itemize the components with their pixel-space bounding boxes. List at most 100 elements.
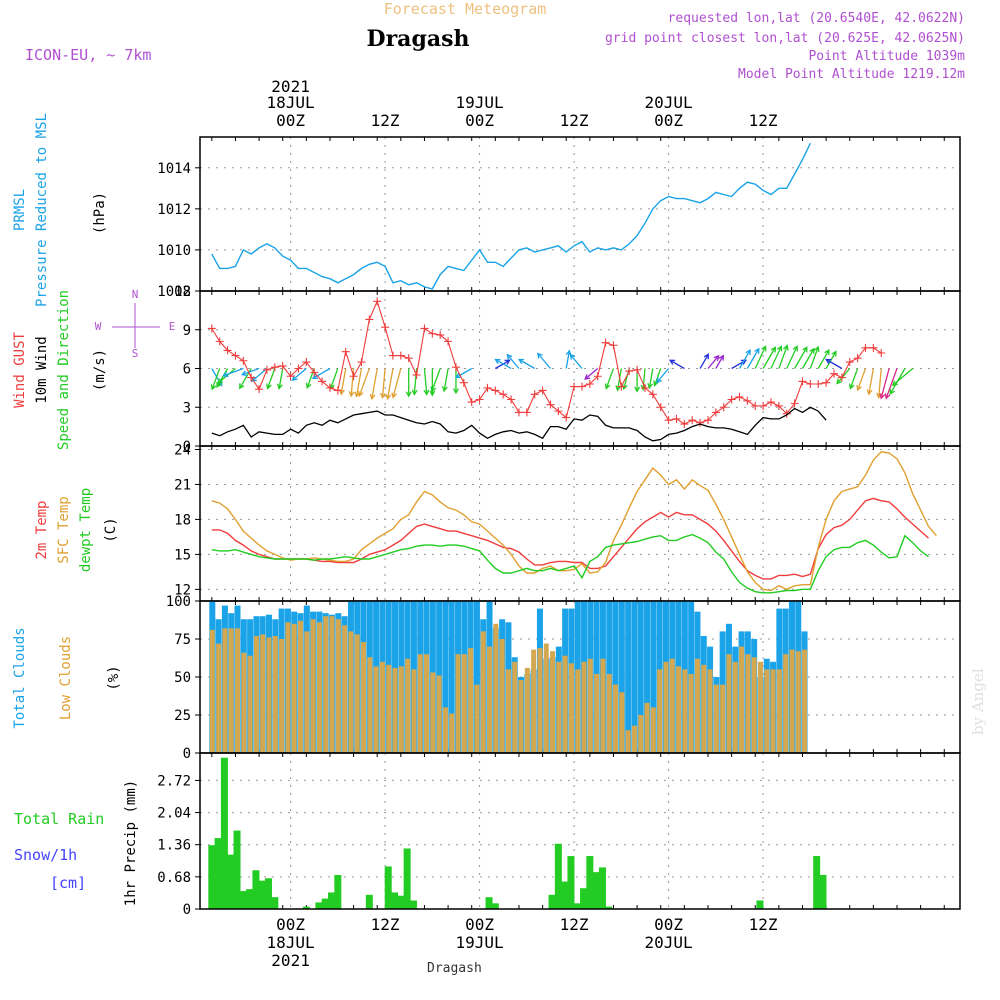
- wind-arrow-shaft: [801, 348, 815, 369]
- top-time-label: 12Z: [749, 111, 778, 130]
- top-time-label: 00Z: [465, 111, 494, 130]
- wind-arrow-shaft: [423, 368, 428, 395]
- y-tick-label: 24: [174, 442, 191, 458]
- gust-point: [869, 343, 878, 352]
- gust-point: [373, 297, 382, 306]
- rain-bar: [258, 880, 266, 909]
- gust-point: [664, 416, 673, 425]
- wind-arrow: [866, 368, 875, 396]
- gust-point: [562, 413, 571, 422]
- gust-point: [727, 395, 736, 404]
- rain-bar: [403, 848, 411, 909]
- wind-arrow-head: [761, 345, 767, 352]
- wind-arrow-shaft: [292, 368, 307, 381]
- wind-arrow-head: [536, 352, 543, 359]
- gust-point: [388, 351, 397, 360]
- gust-point: [546, 400, 555, 409]
- low-cloud-bar: [550, 651, 556, 753]
- gust-point: [743, 396, 752, 405]
- low-cloud-bar: [411, 669, 417, 753]
- requested-coords: requested lon,lat (20.6540E, 42.0622N): [668, 11, 965, 26]
- total-cloud-bar: [644, 601, 651, 753]
- low-cloud-bar: [235, 628, 241, 753]
- gust-point: [751, 401, 760, 410]
- wind-arrow-shaft: [868, 368, 875, 395]
- bottom-time-label: 12Z: [371, 915, 400, 934]
- wind-arrow-shaft: [809, 346, 819, 369]
- wind-arrow-shaft: [251, 368, 268, 382]
- low-cloud-bar: [436, 675, 442, 753]
- rain-bar: [592, 872, 600, 909]
- wind-arrow-shaft: [878, 368, 882, 398]
- low-cloud-bar: [310, 619, 316, 753]
- wind-arrow: [786, 345, 799, 369]
- wind-arrow-head: [740, 359, 747, 365]
- gust-point: [766, 398, 775, 407]
- wind-label: 10m Wind: [34, 336, 50, 403]
- y-tick-label: 1.36: [157, 838, 191, 854]
- wind-arrow: [817, 348, 830, 369]
- wind-arrow-shaft: [885, 368, 898, 399]
- wind-arrow-shaft: [223, 367, 244, 377]
- wind-arrow-head: [423, 389, 430, 396]
- rain-bar: [233, 830, 241, 909]
- rain-bar: [227, 854, 235, 909]
- wind-arrow-head: [239, 383, 245, 390]
- wind-arrow: [891, 368, 914, 387]
- wind-arrow-head: [291, 375, 298, 381]
- y-tick-label: 2.72: [157, 773, 191, 789]
- gust-point: [310, 368, 319, 377]
- wind-arrow-shaft: [699, 353, 709, 369]
- wind-arrow-head: [891, 380, 898, 387]
- wind-arrow: [754, 345, 767, 369]
- panel-precip: 0 0.68 1.36 2.04 2.72: [157, 752, 961, 918]
- wind-arrow-head: [656, 377, 662, 384]
- wind-arrow-shaft: [669, 359, 685, 370]
- rain-bar: [239, 891, 247, 909]
- low-cloud-bar: [770, 669, 776, 753]
- gust-point: [318, 377, 327, 386]
- gust-point: [459, 378, 468, 387]
- gust-point: [640, 383, 649, 392]
- wind-arrow-head: [634, 386, 641, 393]
- rain-bar: [561, 881, 569, 909]
- wind-arrow: [801, 347, 815, 369]
- top-time-label: 00Z: [276, 111, 305, 130]
- low-cloud-bar: [726, 654, 732, 753]
- rain-bar: [573, 903, 581, 909]
- model-altitude: Model Point Altitude 1219.12m: [738, 67, 965, 82]
- bottom-time-label: 00Z: [654, 915, 683, 934]
- wind-arrow: [876, 368, 883, 399]
- precip-labels: Total Rain Snow/1h [cm] 1hr Precip (mm): [14, 780, 139, 906]
- gust-point: [696, 418, 705, 427]
- top-year-label: 2021: [271, 77, 310, 96]
- total-cloud-bar: [618, 601, 625, 753]
- wind-arrow-head: [276, 383, 283, 390]
- wind-arrow-head: [889, 388, 895, 395]
- pressure-labels: PRMSL Pressure Reduced to MSL (hPa): [12, 113, 108, 307]
- gust-point: [570, 382, 579, 391]
- direction-label: Speed and Direction: [56, 290, 72, 450]
- low-cloud-bar: [424, 654, 430, 753]
- cloud-unit: (%): [106, 665, 122, 690]
- low-cloud-bar: [682, 669, 688, 753]
- snow-unit-label: [cm]: [50, 874, 86, 892]
- snow-label: Snow/1h: [14, 846, 77, 864]
- low-cloud-bar: [468, 648, 474, 753]
- low-cloud-bar: [676, 666, 682, 753]
- wind-arrow: [825, 358, 843, 370]
- wind-arrow: [495, 359, 511, 370]
- gust-point: [262, 365, 271, 374]
- chart-content: 1008101010121014036912121518212402550751…: [157, 77, 961, 970]
- gust-point: [428, 329, 437, 338]
- low-cloud-bar: [354, 634, 360, 753]
- wind-arrow-shaft: [778, 345, 788, 369]
- total-cloud-bar: [442, 601, 449, 753]
- gust-point: [601, 338, 610, 347]
- y-tick-label: 2.04: [157, 806, 191, 822]
- low-cloud-bar: [575, 669, 581, 753]
- cloud-labels: Total Clouds Low Clouds (%): [12, 627, 122, 728]
- low-cloud-bar: [361, 642, 367, 753]
- wind-arrow-shaft: [857, 368, 867, 391]
- wind-arrow: [794, 346, 808, 369]
